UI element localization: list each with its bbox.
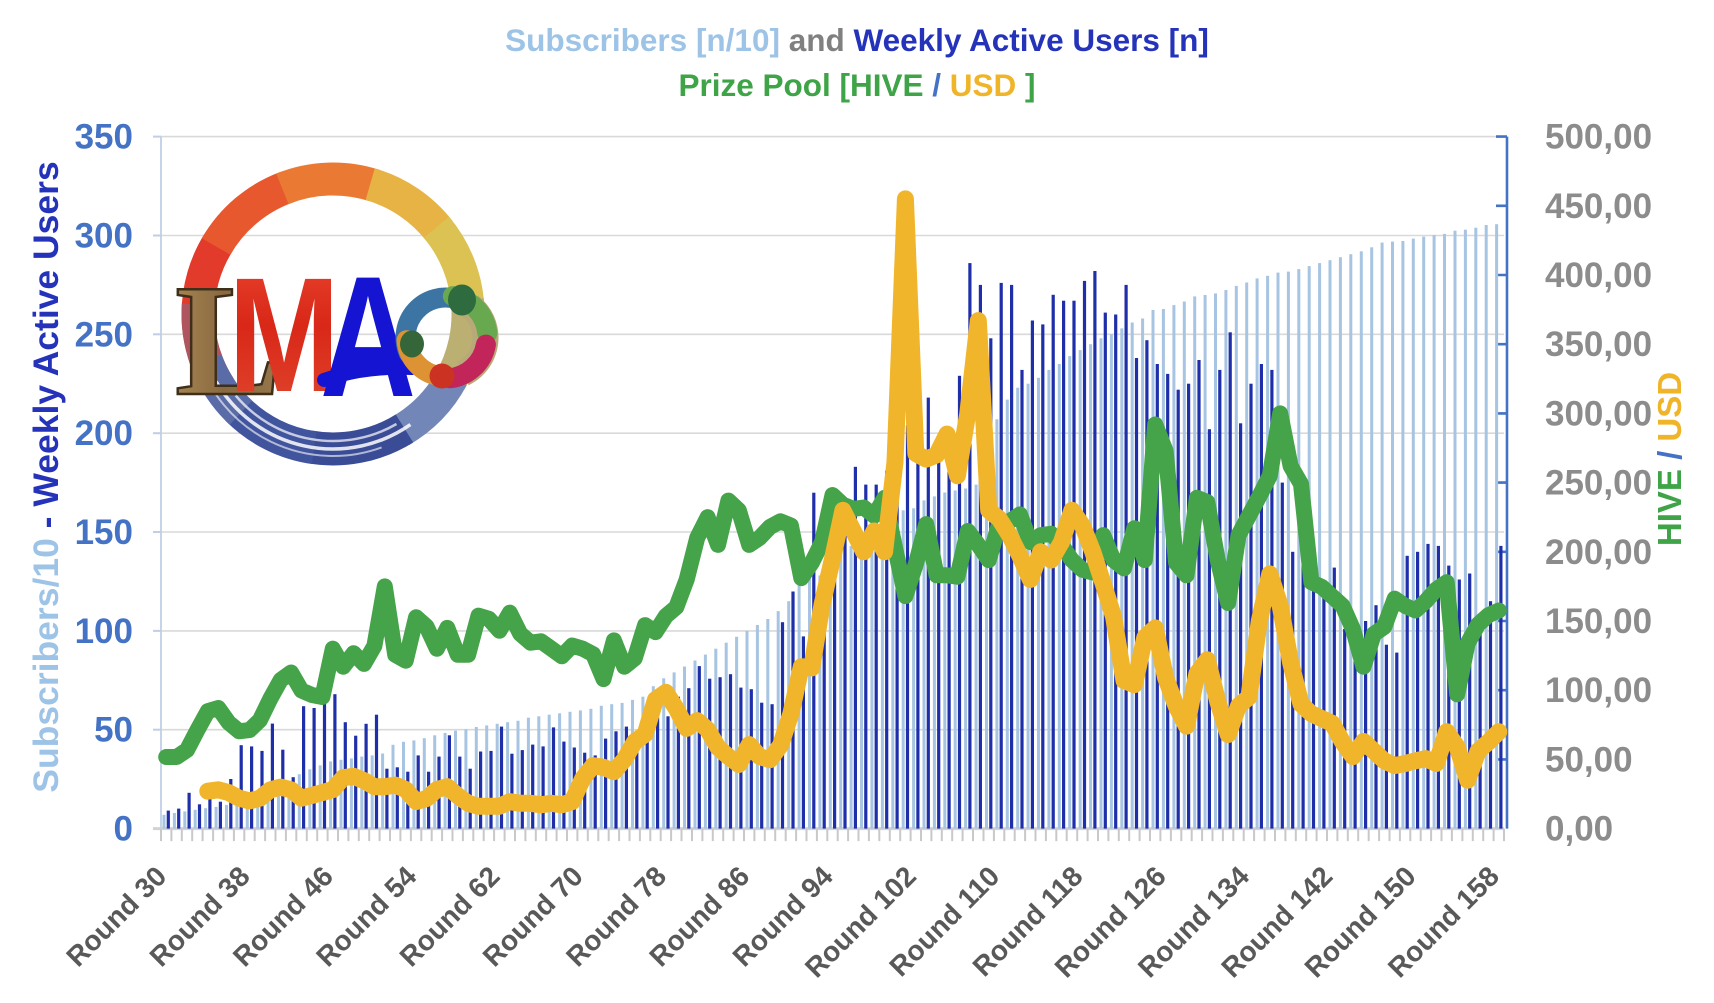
svg-text:Prize Pool [HIVE / USD ]: Prize Pool [HIVE / USD ]: [678, 67, 1035, 103]
svg-text:0,00: 0,00: [1545, 810, 1613, 849]
svg-text:100,00: 100,00: [1545, 671, 1652, 710]
svg-text:350: 350: [75, 118, 133, 157]
svg-text:150: 150: [75, 513, 133, 552]
svg-text:450,00: 450,00: [1545, 187, 1652, 226]
svg-text:150,00: 150,00: [1545, 602, 1652, 641]
svg-text:400,00: 400,00: [1545, 256, 1652, 295]
svg-text:350,00: 350,00: [1545, 325, 1652, 364]
svg-text:M: M: [228, 243, 340, 426]
svg-text:Subscribers/10 - Weekly Active: Subscribers/10 - Weekly Active Users: [26, 161, 66, 792]
svg-text:200,00: 200,00: [1545, 533, 1652, 572]
svg-text:300: 300: [75, 217, 133, 256]
svg-text:100: 100: [75, 612, 133, 651]
svg-text:250,00: 250,00: [1545, 464, 1652, 503]
svg-text:HIVE / USD: HIVE / USD: [1651, 372, 1688, 546]
svg-text:L: L: [175, 251, 282, 429]
svg-text:300,00: 300,00: [1545, 394, 1652, 433]
svg-text:500,00: 500,00: [1545, 118, 1652, 157]
svg-text:50: 50: [94, 711, 133, 750]
svg-text:50,00: 50,00: [1545, 740, 1633, 779]
svg-text:0: 0: [114, 810, 133, 849]
svg-text:Subscribers [n/10] and Weekly: Subscribers [n/10] and Weekly Active Use…: [505, 22, 1209, 58]
svg-text:250: 250: [75, 315, 133, 354]
svg-text:200: 200: [75, 414, 133, 453]
